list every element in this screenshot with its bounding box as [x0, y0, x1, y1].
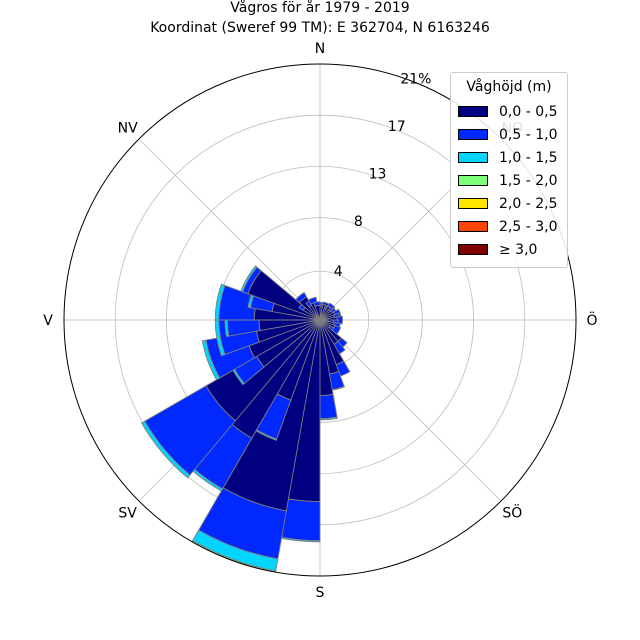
legend-label: 0,0 - 0,5: [499, 103, 558, 120]
legend-label: 2,0 - 2,5: [499, 195, 558, 212]
radial-tick-label: 4: [334, 264, 343, 280]
direction-label: NV: [118, 121, 138, 137]
grid-spoke: [138, 138, 321, 321]
legend-swatch: [458, 129, 488, 140]
rose-bar-segment: [295, 291, 308, 304]
legend-item: 1,0 - 1,5: [451, 146, 567, 169]
rose-bar-segment: [214, 283, 226, 321]
legend-swatch: [458, 244, 488, 255]
legend-label: 1,0 - 1,5: [499, 149, 558, 166]
radial-tick-label: 21%: [400, 72, 431, 88]
legend-swatch: [458, 198, 488, 209]
legend-label: 1,5 - 2,0: [499, 172, 558, 189]
radial-tick-label: 13: [369, 167, 387, 183]
legend-item: 2,0 - 2,5: [451, 192, 567, 215]
direction-label: V: [43, 313, 53, 329]
direction-label: SV: [118, 505, 137, 521]
direction-label: Ö: [586, 311, 597, 329]
legend: Våghöjd (m) 0,0 - 0,5 0,5 - 1,0 1,0 - 1,5 1…: [450, 72, 568, 268]
legend-item: 2,5 - 3,0: [451, 215, 567, 238]
chart-subtitle: Koordinat (Sweref 99 TM): E 362704, N 61…: [150, 20, 490, 36]
legend-item: 1,5 - 2,0: [451, 169, 567, 192]
legend-label: ≥ 3,0: [499, 241, 538, 258]
legend-label: 0,5 - 1,0: [499, 126, 558, 143]
direction-label: SÖ: [502, 503, 522, 521]
radial-tick-label: 17: [388, 119, 406, 135]
chart-title: Vågros för år 1979 - 2019: [230, 0, 410, 16]
legend-swatch: [458, 175, 488, 186]
legend-item: ≥ 3,0: [451, 238, 567, 261]
outer-circle: [63, 63, 577, 577]
direction-label: S: [316, 585, 325, 601]
rose-bar-segment: [201, 339, 221, 381]
rose-bar-segment: [313, 301, 321, 307]
legend-swatch: [458, 152, 488, 163]
rose-bar-segment: [240, 265, 258, 293]
rose-bar-segment: [140, 420, 191, 479]
direction-label: N: [315, 41, 325, 57]
radial-tick-label: 8: [354, 214, 363, 230]
legend-swatch: [458, 106, 488, 117]
legend-item: 0,0 - 0,5: [451, 100, 567, 123]
legend-label: 2,5 - 3,0: [499, 218, 558, 235]
legend-item: 0,5 - 1,0: [451, 123, 567, 146]
legend-title: Våghöjd (m): [466, 79, 552, 95]
grid-spoke: [319, 319, 502, 502]
legend-swatch: [458, 221, 488, 232]
